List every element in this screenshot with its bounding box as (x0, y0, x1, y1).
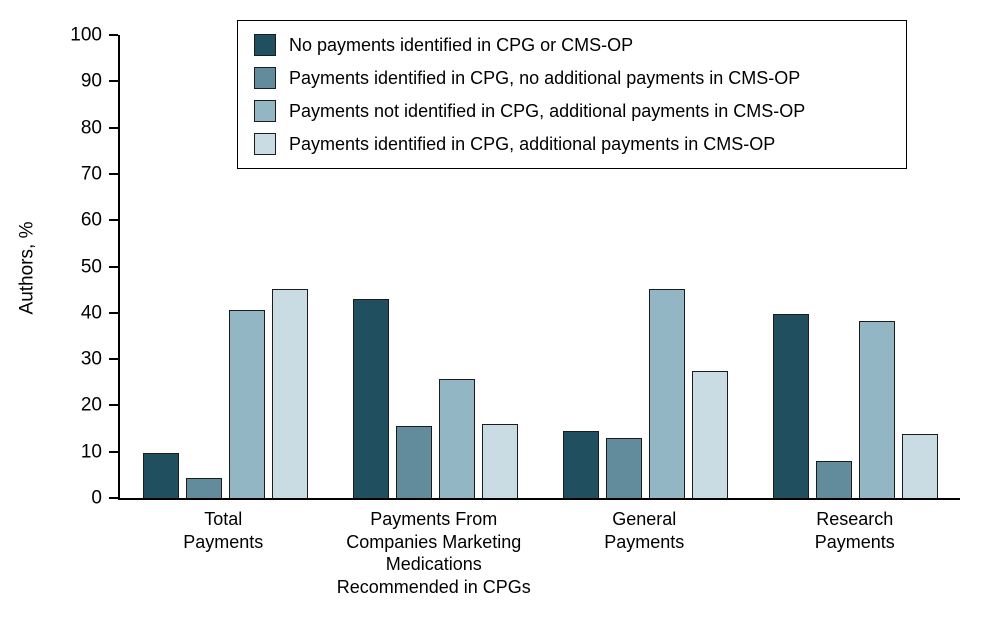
y-axis-title-wrap: Authors, % (14, 35, 40, 500)
plot-area: 0 10 20 30 40 50 60 70 80 90 100 (70, 26, 960, 508)
y-tick-mark (109, 34, 118, 36)
bar-group (540, 35, 750, 498)
y-axis-title: Authors, % (16, 221, 37, 314)
y-tick-mark (109, 80, 118, 83)
bar (352, 298, 389, 498)
legend-label: Payments not identified in CPG, addition… (289, 100, 806, 121)
legend-item: Payments identified in CPG, additional p… (254, 133, 890, 155)
y-tick-label: 70 (80, 163, 102, 185)
y-tick-label: 20 (80, 394, 102, 416)
y-tick-label: 30 (80, 348, 102, 370)
legend-item: No payments identified in CPG or CMS-OP (254, 34, 890, 56)
bar (858, 320, 895, 498)
bar (562, 431, 599, 498)
x-category-label: Research Payments (814, 509, 895, 552)
y-tick-mark (109, 450, 118, 453)
y-tick-label: 100 (70, 24, 102, 46)
bar (481, 424, 518, 498)
bar (271, 289, 308, 498)
legend-label: Payments identified in CPG, no additiona… (289, 67, 801, 88)
bar-group (750, 35, 960, 498)
legend-swatch (254, 100, 276, 122)
legend-item: Payments identified in CPG, no additiona… (254, 67, 890, 89)
legend-item: Payments not identified in CPG, addition… (254, 100, 890, 122)
bar (228, 310, 265, 498)
bar (395, 425, 432, 498)
bar (691, 370, 728, 498)
legend-label: Payments identified in CPG, additional p… (289, 133, 776, 154)
bar (901, 433, 938, 498)
y-tick-mark (109, 497, 118, 499)
y-tick-mark (109, 172, 118, 175)
bar (142, 452, 179, 498)
bar-group (330, 35, 540, 498)
y-tick-label: 50 (80, 256, 102, 277)
y-tick-mark (109, 219, 118, 222)
y-tick-label: 90 (80, 70, 102, 92)
y-tick-label: 40 (80, 302, 102, 324)
bar (815, 460, 852, 498)
y-tick-mark (109, 126, 118, 129)
legend-swatch (254, 34, 276, 56)
y-tick-mark (109, 265, 118, 268)
x-category-label: Total Payments (183, 509, 264, 552)
y-tick-mark (109, 404, 118, 407)
y-tick-label: 80 (80, 117, 102, 139)
legend-swatch (254, 67, 276, 89)
x-labels: Total Payments Payments From Companies Ma… (118, 508, 960, 598)
x-category-label: Payments From Companies Marketing Medica… (336, 509, 531, 597)
bar-group (120, 35, 330, 498)
y-tick-label: 10 (80, 441, 102, 463)
x-category-label: General Payments (604, 509, 685, 552)
bar (438, 379, 475, 498)
legend: No payments identified in CPG or CMS-OP P… (237, 20, 907, 169)
legend-swatch (254, 133, 276, 155)
y-tick-mark (109, 311, 118, 314)
bar-groups (120, 35, 960, 498)
bar (648, 289, 685, 498)
legend-label: No payments identified in CPG or CMS-OP (289, 34, 634, 55)
y-tick-label: 0 (91, 487, 102, 509)
bar (185, 477, 222, 498)
bar (772, 314, 809, 498)
y-tick-label: 60 (80, 209, 102, 231)
y-tick-mark (109, 358, 118, 361)
bar (605, 437, 642, 498)
